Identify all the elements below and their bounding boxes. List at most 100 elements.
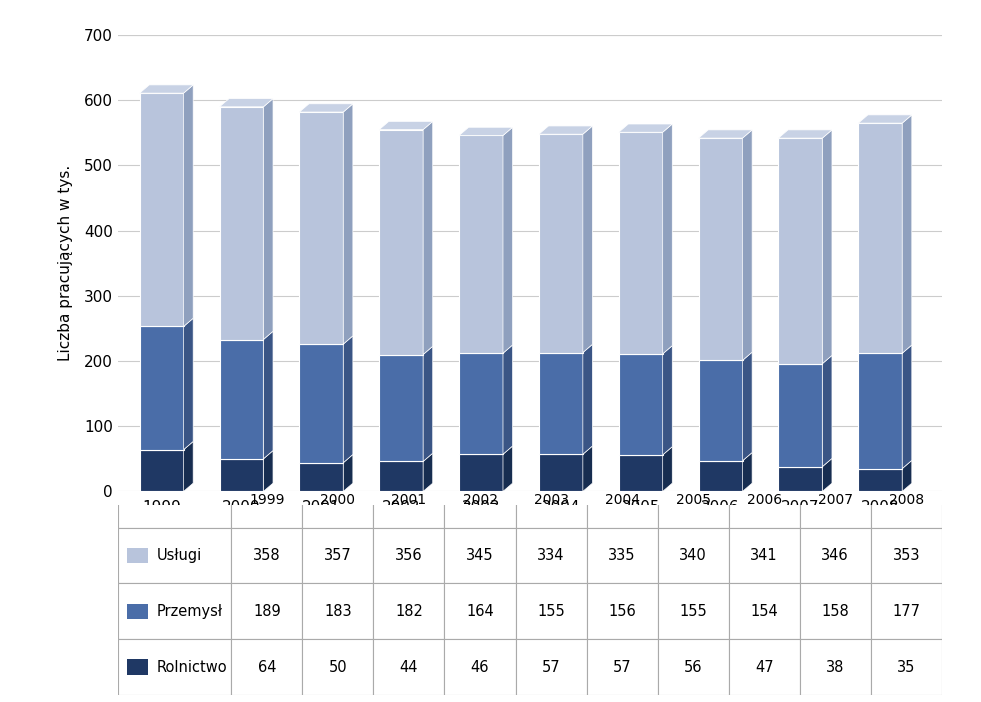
Bar	[127, 548, 148, 564]
Text: 2002: 2002	[462, 493, 497, 507]
Polygon shape	[663, 124, 672, 354]
Polygon shape	[299, 344, 343, 463]
Polygon shape	[779, 467, 822, 491]
Polygon shape	[299, 112, 343, 344]
Bar	[800, 640, 871, 695]
Bar	[444, 528, 516, 583]
Text: 357: 357	[324, 548, 352, 563]
Text: 57: 57	[542, 660, 560, 675]
Text: 46: 46	[471, 660, 490, 675]
Polygon shape	[858, 469, 903, 491]
Text: 2007: 2007	[818, 493, 852, 507]
Bar	[657, 640, 729, 695]
Polygon shape	[299, 104, 353, 112]
Polygon shape	[903, 345, 911, 469]
Text: 158: 158	[821, 604, 850, 619]
Polygon shape	[183, 442, 193, 491]
Polygon shape	[779, 138, 822, 364]
Polygon shape	[539, 134, 583, 352]
Polygon shape	[423, 453, 433, 491]
Polygon shape	[380, 121, 433, 130]
Text: 2001: 2001	[391, 493, 427, 507]
Polygon shape	[619, 132, 663, 354]
Polygon shape	[822, 458, 832, 491]
Bar	[118, 528, 232, 583]
Text: 189: 189	[253, 604, 281, 619]
Text: 340: 340	[679, 548, 707, 563]
Text: 35: 35	[897, 660, 915, 675]
Polygon shape	[698, 138, 743, 360]
Polygon shape	[663, 345, 672, 455]
Polygon shape	[343, 454, 353, 491]
Bar	[232, 528, 302, 583]
Bar	[729, 583, 800, 640]
Polygon shape	[539, 454, 583, 491]
Polygon shape	[139, 93, 183, 326]
Polygon shape	[743, 130, 752, 360]
Text: 50: 50	[329, 660, 347, 675]
Polygon shape	[503, 345, 513, 454]
Bar	[871, 583, 942, 640]
Text: 1999: 1999	[249, 493, 284, 507]
Polygon shape	[858, 353, 903, 469]
Polygon shape	[423, 346, 433, 461]
Bar	[800, 472, 871, 528]
Bar	[374, 583, 444, 640]
Text: 341: 341	[750, 548, 778, 563]
Polygon shape	[220, 107, 264, 340]
Polygon shape	[822, 130, 832, 364]
Bar	[871, 528, 942, 583]
Bar	[232, 640, 302, 695]
Polygon shape	[299, 463, 343, 491]
Polygon shape	[503, 127, 513, 353]
Text: Przemysł: Przemysł	[157, 604, 223, 619]
Bar	[729, 528, 800, 583]
Text: 182: 182	[395, 604, 423, 619]
Polygon shape	[343, 104, 353, 344]
Polygon shape	[139, 85, 193, 93]
Polygon shape	[619, 354, 663, 455]
Polygon shape	[139, 326, 183, 450]
Text: 2005: 2005	[676, 493, 710, 507]
Text: 345: 345	[466, 548, 493, 563]
Bar	[127, 659, 148, 675]
Polygon shape	[583, 126, 593, 352]
Bar	[444, 583, 516, 640]
Bar	[516, 472, 587, 528]
Bar	[444, 640, 516, 695]
Bar	[800, 583, 871, 640]
Text: 57: 57	[613, 660, 632, 675]
Bar	[302, 528, 374, 583]
Bar	[729, 640, 800, 695]
Text: Usługi: Usługi	[157, 548, 202, 563]
Bar	[118, 640, 232, 695]
Text: 335: 335	[608, 548, 636, 563]
Polygon shape	[619, 455, 663, 491]
Text: 156: 156	[608, 604, 636, 619]
Text: 2003: 2003	[534, 493, 569, 507]
Polygon shape	[698, 130, 752, 138]
Text: Rolnictwo: Rolnictwo	[157, 660, 228, 675]
Polygon shape	[183, 318, 193, 450]
Text: 2000: 2000	[321, 493, 355, 507]
Text: 346: 346	[821, 548, 849, 563]
Text: 155: 155	[538, 604, 565, 619]
Text: 64: 64	[258, 660, 276, 675]
Bar	[587, 640, 657, 695]
Polygon shape	[619, 124, 672, 132]
Polygon shape	[183, 85, 193, 326]
Text: 47: 47	[754, 660, 773, 675]
Text: 353: 353	[893, 548, 920, 563]
Bar	[871, 472, 942, 528]
Text: 2008: 2008	[889, 493, 924, 507]
Polygon shape	[583, 345, 593, 454]
Y-axis label: Liczba pracujących w tys.: Liczba pracujących w tys.	[58, 165, 73, 362]
Bar	[374, 528, 444, 583]
Text: 56: 56	[684, 660, 702, 675]
Bar	[516, 640, 587, 695]
Bar	[302, 583, 374, 640]
Bar	[657, 472, 729, 528]
Polygon shape	[264, 98, 273, 340]
Polygon shape	[264, 331, 273, 459]
Polygon shape	[459, 127, 513, 135]
